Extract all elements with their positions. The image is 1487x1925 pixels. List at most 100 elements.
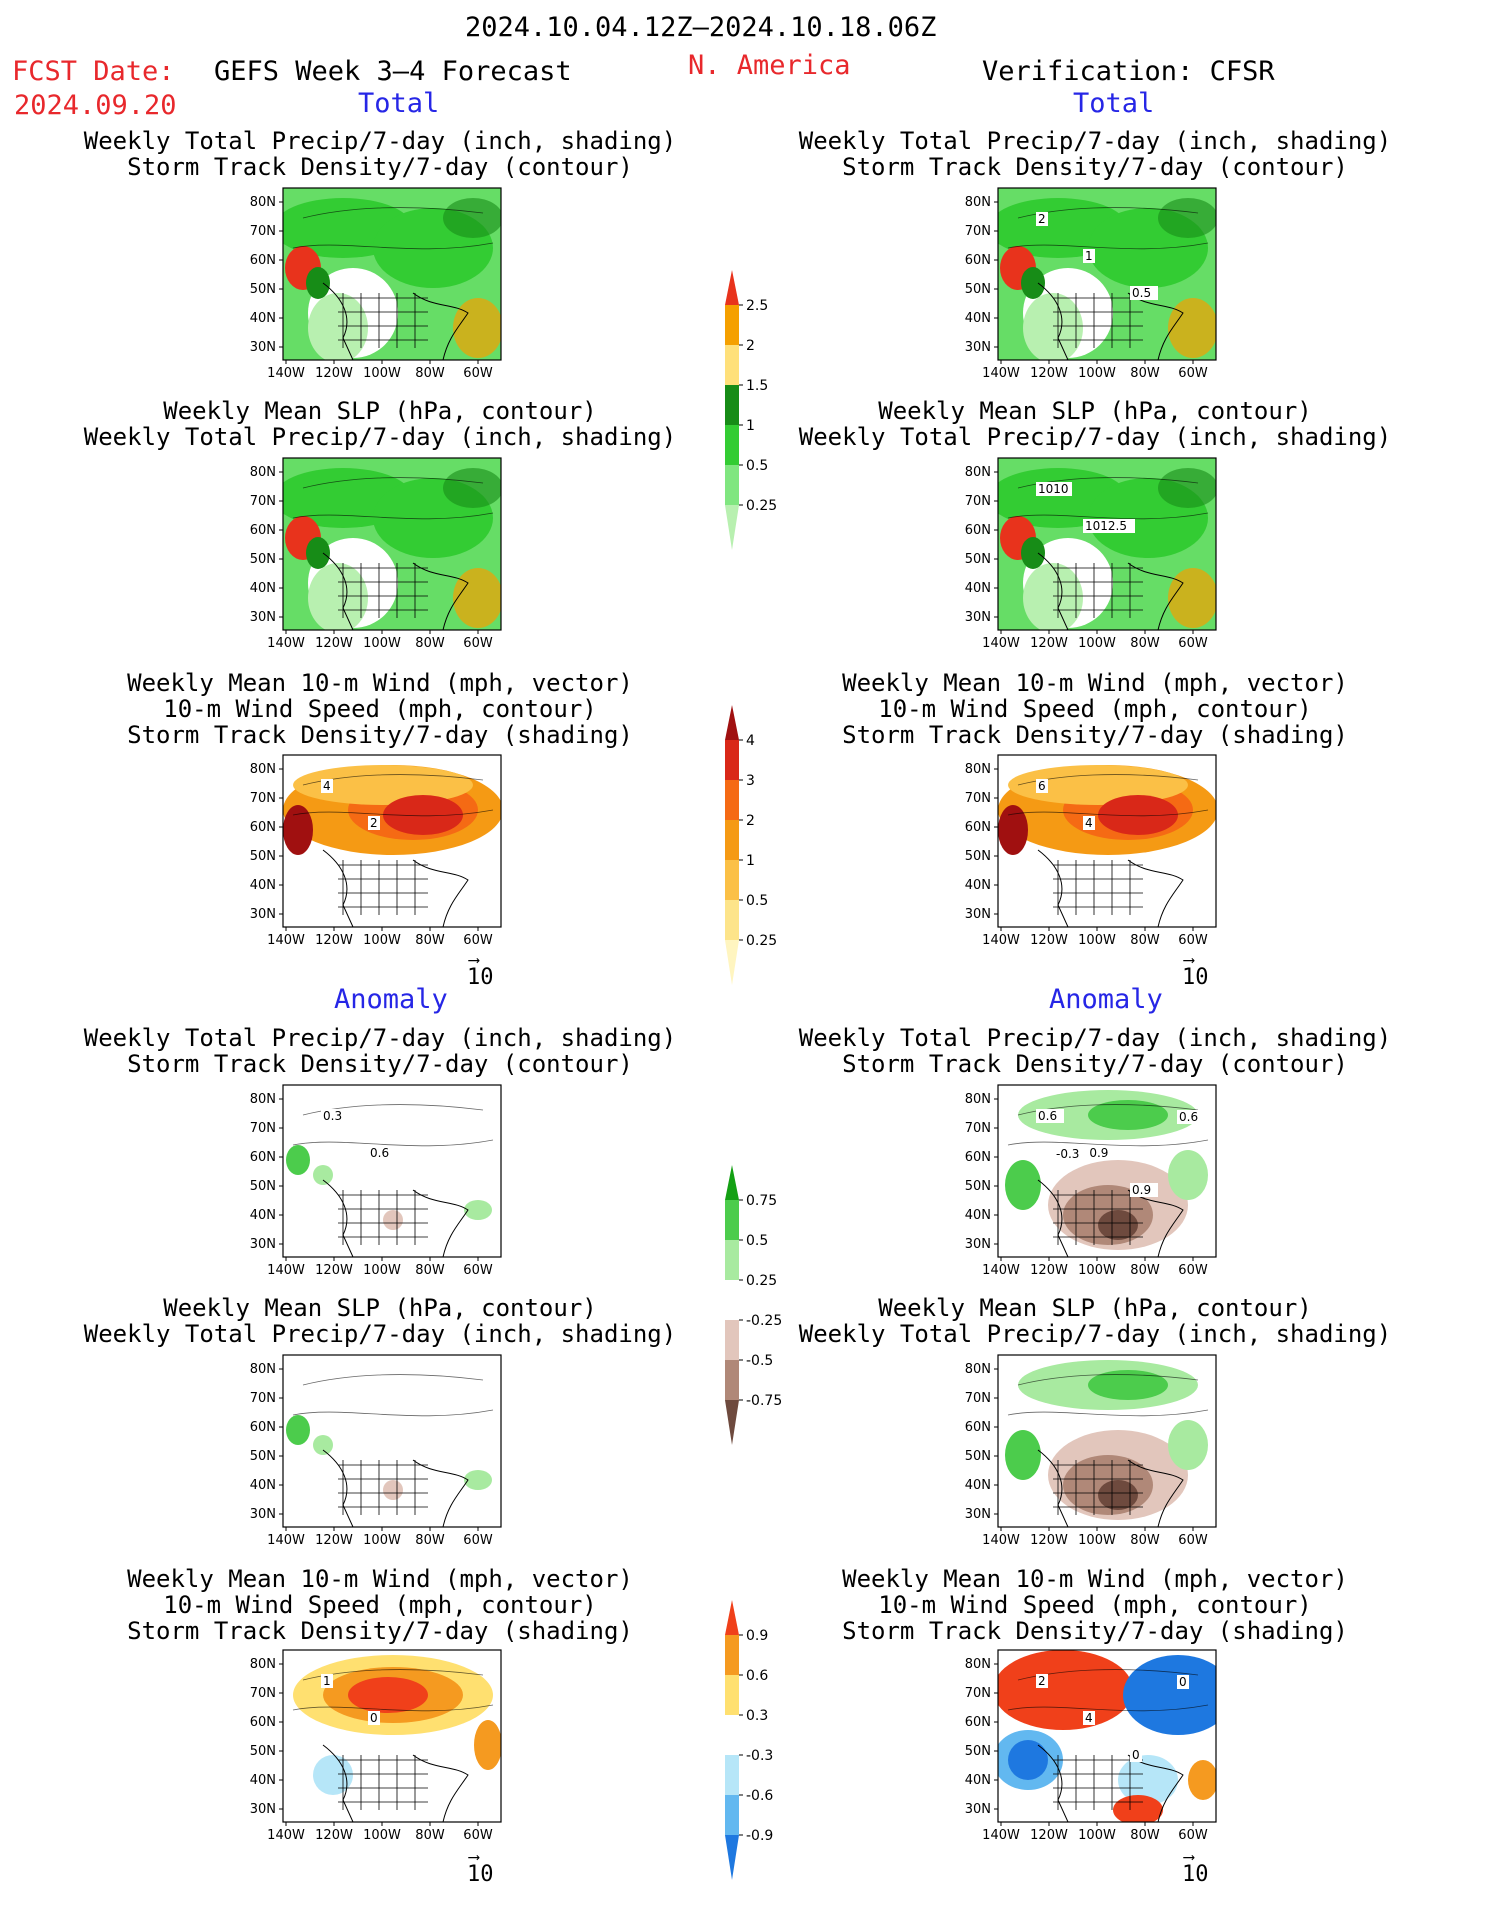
lat-tick-label: 70N [250, 1686, 276, 1701]
map-panel-tl2: 80N 70N 60N 50N 40N 30N 140W 120W 100W 80W 60W [250, 457, 502, 651]
title-anom-precip-left: Weekly Total Precip/7-day (inch, shading… [83, 1024, 677, 1078]
colorbar-cell [725, 1280, 739, 1320]
lat-tick-label: 80N [250, 465, 276, 480]
lat-tick-label: 40N [965, 1478, 991, 1493]
contour-label: -0.3 [1056, 1147, 1079, 1161]
colorbar-cell [725, 940, 739, 985]
contour-label: 0 [370, 1711, 378, 1725]
colorbar-label: 0.5 [746, 893, 768, 909]
lat-tick-label: 30N [250, 610, 276, 625]
colorbar-label: 0.6 [746, 1668, 768, 1684]
lon-tick-label: 140W [267, 1263, 305, 1278]
lat-tick-label: 50N [250, 849, 276, 864]
product-title: GEFS Week 3–4 Forecast [214, 56, 572, 87]
lat-tick-label: 70N [965, 1121, 991, 1136]
colorbar-precip-anom: 0.75 0.5 0.25 -0.25 -0.5 -0.75 [725, 1165, 782, 1445]
colorbar-label: 1 [746, 418, 755, 434]
contour-label: 1 [323, 1674, 331, 1688]
lat-tick-label: 60N [965, 1150, 991, 1165]
lat-tick-label: 70N [250, 494, 276, 509]
lat-tick-label: 80N [965, 762, 991, 777]
lat-tick-label: 40N [250, 311, 276, 326]
vector-ref-anom-right: ⟶ 10 [1182, 1847, 1209, 1888]
lat-tick-label: 70N [965, 1686, 991, 1701]
lat-tick-label: 40N [250, 878, 276, 893]
contour-label: 2 [1038, 1674, 1046, 1688]
title-total-precip-right: Weekly Total Precip/7-day (inch, shading… [798, 127, 1392, 181]
lon-tick-label: 100W [363, 933, 401, 948]
colorbar-label: 0.25 [746, 933, 777, 949]
colorbar-cell [725, 1755, 739, 1795]
lon-tick-label: 100W [1078, 933, 1116, 948]
lat-tick-label: 80N [965, 1657, 991, 1672]
lon-tick-label: 80W [1130, 1263, 1160, 1278]
lon-tick-label: 60W [1178, 1533, 1208, 1548]
lon-tick-label: 60W [463, 1263, 493, 1278]
contour-label: 2 [370, 816, 378, 830]
lon-tick-label: 100W [363, 1533, 401, 1548]
lon-tick-label: 100W [363, 1263, 401, 1278]
lat-tick-label: 30N [965, 610, 991, 625]
title-anom-wind-right: Weekly Mean 10-m Wind (mph, vector) 10-m… [842, 1565, 1348, 1645]
lat-tick-label: 50N [250, 1449, 276, 1464]
lat-tick-label: 40N [965, 311, 991, 326]
map-panel-al2: 80N 70N 60N 50N 40N 30N 140W 120W 100W 80W 60W [250, 1354, 502, 1548]
lon-tick-label: 140W [982, 933, 1020, 948]
colorbar-label: 2 [746, 338, 755, 354]
lon-tick-label: 80W [415, 366, 445, 381]
map-panel-al1: 80N 70N 60N 50N 40N 30N 140W 120W 100W 80W 60W 0.3 0… [250, 1084, 502, 1278]
lat-tick-label: 50N [965, 552, 991, 567]
title-total-wind-right: Weekly Mean 10-m Wind (mph, vector) 10-m… [842, 669, 1348, 749]
lon-tick-label: 120W [1030, 933, 1068, 948]
vector-ref-total-left: ⟶ 10 [467, 950, 494, 991]
lon-tick-label: 120W [315, 1533, 353, 1548]
lat-tick-label: 50N [250, 282, 276, 297]
title-anom-precip-right: Weekly Total Precip/7-day (inch, shading… [798, 1024, 1392, 1078]
lon-tick-label: 100W [1078, 636, 1116, 651]
lat-tick-label: 30N [250, 1802, 276, 1817]
lat-tick-label: 40N [965, 581, 991, 596]
region-title: N. America [688, 50, 851, 81]
lat-tick-label: 70N [250, 1121, 276, 1136]
lat-tick-label: 60N [250, 253, 276, 268]
lon-tick-label: 100W [363, 636, 401, 651]
colorbar-label: -0.9 [746, 1828, 773, 1844]
colorbar-cell [725, 1200, 739, 1240]
lat-tick-label: 60N [250, 1715, 276, 1730]
contour-label: 4 [1085, 1711, 1093, 1725]
lon-tick-label: 100W [1078, 1533, 1116, 1548]
lon-tick-label: 120W [315, 1263, 353, 1278]
colorbar-cell [725, 860, 739, 900]
lat-tick-label: 40N [250, 581, 276, 596]
lat-tick-label: 60N [965, 1420, 991, 1435]
colorbar-label: -0.5 [746, 1353, 773, 1369]
fcst-date-label: FCST Date: [12, 56, 175, 87]
colorbar-label: -0.6 [746, 1788, 773, 1804]
colorbar-cell [725, 740, 739, 780]
lon-tick-label: 120W [315, 1828, 353, 1843]
lon-tick-label: 80W [415, 1263, 445, 1278]
contour-label: 0.6 [1038, 1109, 1057, 1123]
title-total-slp-right: Weekly Mean SLP (hPa, contour) Weekly To… [798, 397, 1392, 451]
contour-label: 1010 [1038, 482, 1069, 496]
colorbar-cell [725, 465, 739, 505]
lon-tick-label: 140W [267, 1533, 305, 1548]
lat-tick-label: 50N [250, 1179, 276, 1194]
lat-tick-label: 70N [250, 224, 276, 239]
lat-tick-label: 40N [965, 878, 991, 893]
lat-tick-label: 80N [965, 1092, 991, 1107]
lat-tick-label: 70N [965, 494, 991, 509]
lon-tick-label: 120W [1030, 1263, 1068, 1278]
lon-tick-label: 100W [363, 1828, 401, 1843]
lat-tick-label: 50N [965, 1449, 991, 1464]
fcst-date: 2024.09.20 [14, 90, 177, 121]
lat-tick-label: 80N [965, 465, 991, 480]
map-panel-tr2: 80N 70N 60N 50N 40N 30N 140W 120W 100W 80W 60W 1010… [965, 457, 1217, 651]
lat-tick-label: 60N [250, 1420, 276, 1435]
colorbar-cell [725, 305, 739, 345]
colorbar-label: 0.5 [746, 1233, 768, 1249]
verification-title: Verification: CFSR [982, 56, 1275, 87]
vector-ref-anom-left: ⟶ 10 [467, 1847, 494, 1888]
colorbar-cell [725, 425, 739, 465]
title-anom-slp-right: Weekly Mean SLP (hPa, contour) Weekly To… [798, 1294, 1392, 1348]
